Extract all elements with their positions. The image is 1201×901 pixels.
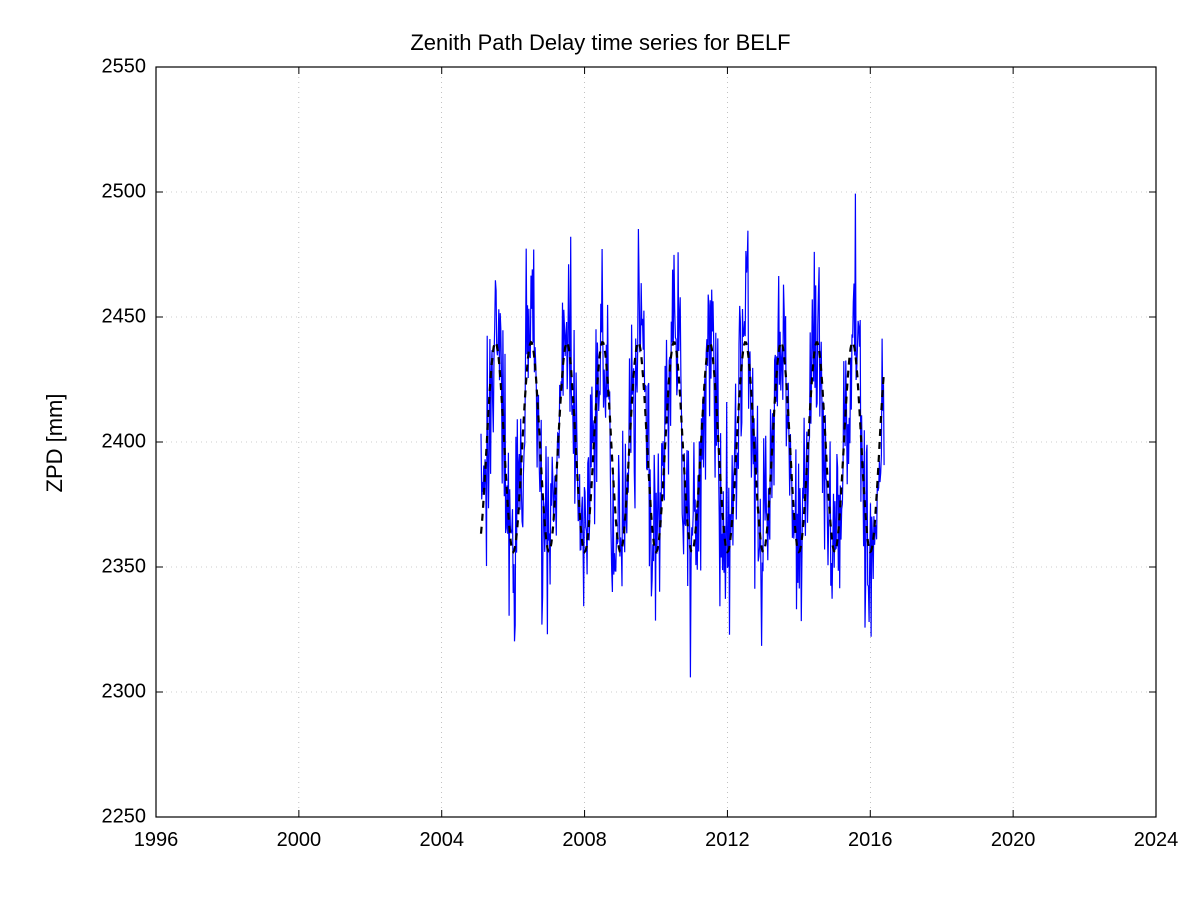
- plot-svg: [0, 0, 1201, 901]
- x-tick-label: 2008: [562, 829, 607, 852]
- x-tick-label: 2024: [1134, 829, 1179, 852]
- y-tick-label: 2350: [86, 556, 146, 579]
- x-tick-label: 2000: [277, 829, 322, 852]
- x-tick-label: 2012: [705, 829, 750, 852]
- x-tick-label: 2004: [419, 829, 464, 852]
- y-tick-label: 2550: [86, 56, 146, 79]
- y-tick-label: 2300: [86, 681, 146, 704]
- y-tick-label: 2250: [86, 806, 146, 829]
- y-tick-label: 2400: [86, 431, 146, 454]
- x-tick-label: 2020: [991, 829, 1036, 852]
- x-tick-label: 1996: [134, 829, 179, 852]
- y-tick-label: 2450: [86, 306, 146, 329]
- chart-container: Zenith Path Delay time series for BELF Z…: [0, 0, 1201, 901]
- y-tick-label: 2500: [86, 181, 146, 204]
- x-tick-label: 2016: [848, 829, 893, 852]
